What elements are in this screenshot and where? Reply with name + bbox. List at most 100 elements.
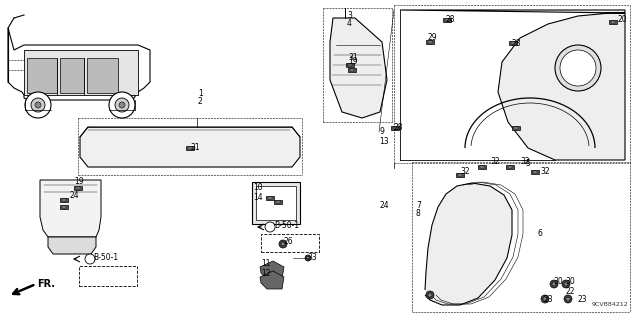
Text: 32: 32 <box>520 157 530 166</box>
Bar <box>348 68 356 72</box>
Bar <box>609 20 617 24</box>
Text: 4: 4 <box>347 19 352 27</box>
Text: 7: 7 <box>416 202 421 211</box>
Circle shape <box>109 92 135 118</box>
Circle shape <box>31 98 45 112</box>
Text: 28: 28 <box>394 122 403 131</box>
Circle shape <box>35 102 41 108</box>
Polygon shape <box>40 180 101 237</box>
Bar <box>62 199 66 201</box>
Bar <box>76 187 80 189</box>
Polygon shape <box>80 127 300 167</box>
Bar <box>266 196 274 200</box>
Bar <box>393 127 397 129</box>
Circle shape <box>541 295 549 303</box>
Bar <box>506 165 514 169</box>
Text: 26: 26 <box>284 238 294 247</box>
Bar <box>445 19 449 21</box>
Text: 13: 13 <box>379 137 388 145</box>
Text: 24: 24 <box>379 201 388 210</box>
Text: 19: 19 <box>348 57 358 66</box>
Bar <box>256 186 296 220</box>
Polygon shape <box>260 261 284 279</box>
Circle shape <box>566 297 570 301</box>
Bar <box>611 21 615 23</box>
Polygon shape <box>260 271 284 289</box>
Polygon shape <box>87 58 118 93</box>
Text: FR.: FR. <box>37 279 55 289</box>
Bar <box>186 146 194 150</box>
Circle shape <box>279 240 287 248</box>
Text: 1: 1 <box>198 88 203 98</box>
Bar <box>346 63 354 67</box>
Text: 32: 32 <box>460 167 470 176</box>
Polygon shape <box>24 50 138 95</box>
Polygon shape <box>8 28 150 100</box>
Text: 30: 30 <box>565 278 575 286</box>
Bar <box>60 205 68 209</box>
Bar <box>458 174 462 176</box>
Circle shape <box>115 98 129 112</box>
Text: 31: 31 <box>190 143 200 152</box>
Text: 28: 28 <box>445 16 454 25</box>
Bar <box>480 166 484 168</box>
Text: 10: 10 <box>253 183 262 192</box>
Text: 32: 32 <box>490 157 500 166</box>
Text: B-50-1: B-50-1 <box>93 254 118 263</box>
Polygon shape <box>425 183 512 305</box>
Bar <box>478 165 486 169</box>
Text: 6: 6 <box>538 228 543 238</box>
Text: 12: 12 <box>261 269 271 278</box>
Text: 22: 22 <box>566 286 575 295</box>
Bar <box>268 197 272 199</box>
Text: 20: 20 <box>617 16 627 25</box>
Polygon shape <box>400 10 625 160</box>
Circle shape <box>25 92 51 118</box>
Bar <box>261 234 319 252</box>
Bar <box>188 147 192 149</box>
Polygon shape <box>27 58 57 93</box>
Circle shape <box>543 297 547 301</box>
Text: 11: 11 <box>261 259 271 269</box>
Polygon shape <box>60 58 84 93</box>
Text: 32: 32 <box>540 167 550 176</box>
Text: 8: 8 <box>416 210 420 219</box>
Circle shape <box>562 280 570 288</box>
Text: 23: 23 <box>578 294 588 303</box>
Bar <box>252 182 300 224</box>
Bar <box>350 69 354 71</box>
Bar <box>443 18 451 22</box>
Text: 19: 19 <box>74 177 84 187</box>
Circle shape <box>555 45 601 91</box>
Circle shape <box>560 50 596 86</box>
Bar <box>511 42 515 44</box>
Text: 28: 28 <box>511 39 520 48</box>
Bar <box>276 201 280 203</box>
Text: 5: 5 <box>525 159 531 167</box>
Circle shape <box>564 295 572 303</box>
Circle shape <box>85 254 95 264</box>
Circle shape <box>281 242 285 246</box>
Bar <box>456 173 464 177</box>
Bar <box>274 200 282 204</box>
Circle shape <box>550 280 558 288</box>
Circle shape <box>305 255 311 261</box>
Text: 30: 30 <box>553 278 563 286</box>
Bar <box>426 40 434 44</box>
Text: 9CVB84212: 9CVB84212 <box>592 302 628 308</box>
Circle shape <box>265 222 275 232</box>
Bar <box>60 198 68 202</box>
Polygon shape <box>48 237 96 254</box>
Text: 33: 33 <box>307 253 317 262</box>
Text: 31: 31 <box>348 54 358 63</box>
Bar <box>348 64 352 66</box>
Circle shape <box>307 256 310 259</box>
Bar <box>79 266 137 286</box>
Text: 2: 2 <box>198 97 203 106</box>
Circle shape <box>564 282 568 286</box>
Bar <box>514 127 518 129</box>
Circle shape <box>119 102 125 108</box>
Bar <box>512 126 520 130</box>
Bar <box>428 41 432 43</box>
Bar <box>533 171 537 173</box>
